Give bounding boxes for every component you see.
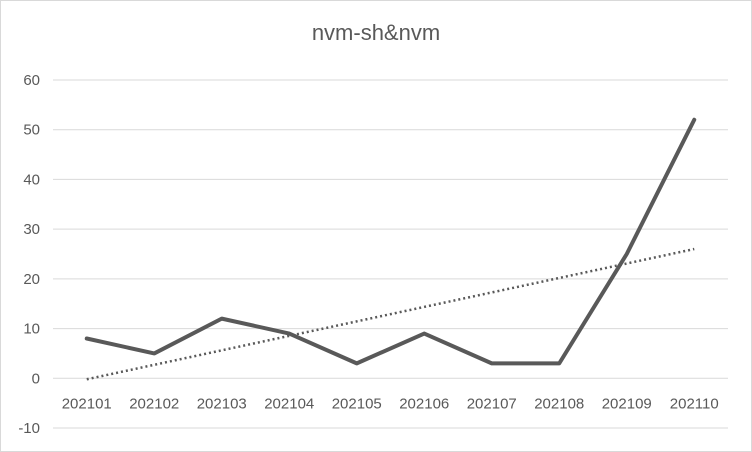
y-tick-label: 10 xyxy=(23,321,40,338)
x-tick-label: 202101 xyxy=(62,395,112,412)
y-tick-label: 40 xyxy=(23,171,40,188)
y-tick-label: 20 xyxy=(23,271,40,288)
x-tick-label: 202103 xyxy=(197,395,247,412)
chart-title: nvm-sh&nvm xyxy=(311,20,441,45)
x-tick-label: 202107 xyxy=(467,395,517,412)
x-tick-label: 202102 xyxy=(129,395,179,412)
series-group xyxy=(84,117,697,366)
trendline xyxy=(86,247,695,381)
x-tick-label: 202110 xyxy=(670,395,719,412)
x-tick-label: 202106 xyxy=(399,395,449,412)
x-tick-label: 202104 xyxy=(264,395,314,412)
y-tick-label: 0 xyxy=(32,370,40,387)
y-tick-label: 50 xyxy=(23,122,40,139)
gridlines xyxy=(53,79,728,429)
x-tick-label: 202105 xyxy=(332,395,382,412)
y-tick-label: 30 xyxy=(23,221,40,238)
y-tick-label: 60 xyxy=(23,72,40,89)
y-tick-label: -10 xyxy=(18,420,40,437)
x-tick-label: 202109 xyxy=(602,395,652,412)
y-axis-tick-labels: -10 0 10 20 30 40 50 60 xyxy=(18,72,40,437)
x-tick-label: 202108 xyxy=(534,395,584,412)
series-line xyxy=(84,117,697,366)
x-axis-tick-labels: 202101 202102 202103 202104 202105 202106 2021… xyxy=(62,395,719,412)
trendline-group xyxy=(86,247,695,381)
